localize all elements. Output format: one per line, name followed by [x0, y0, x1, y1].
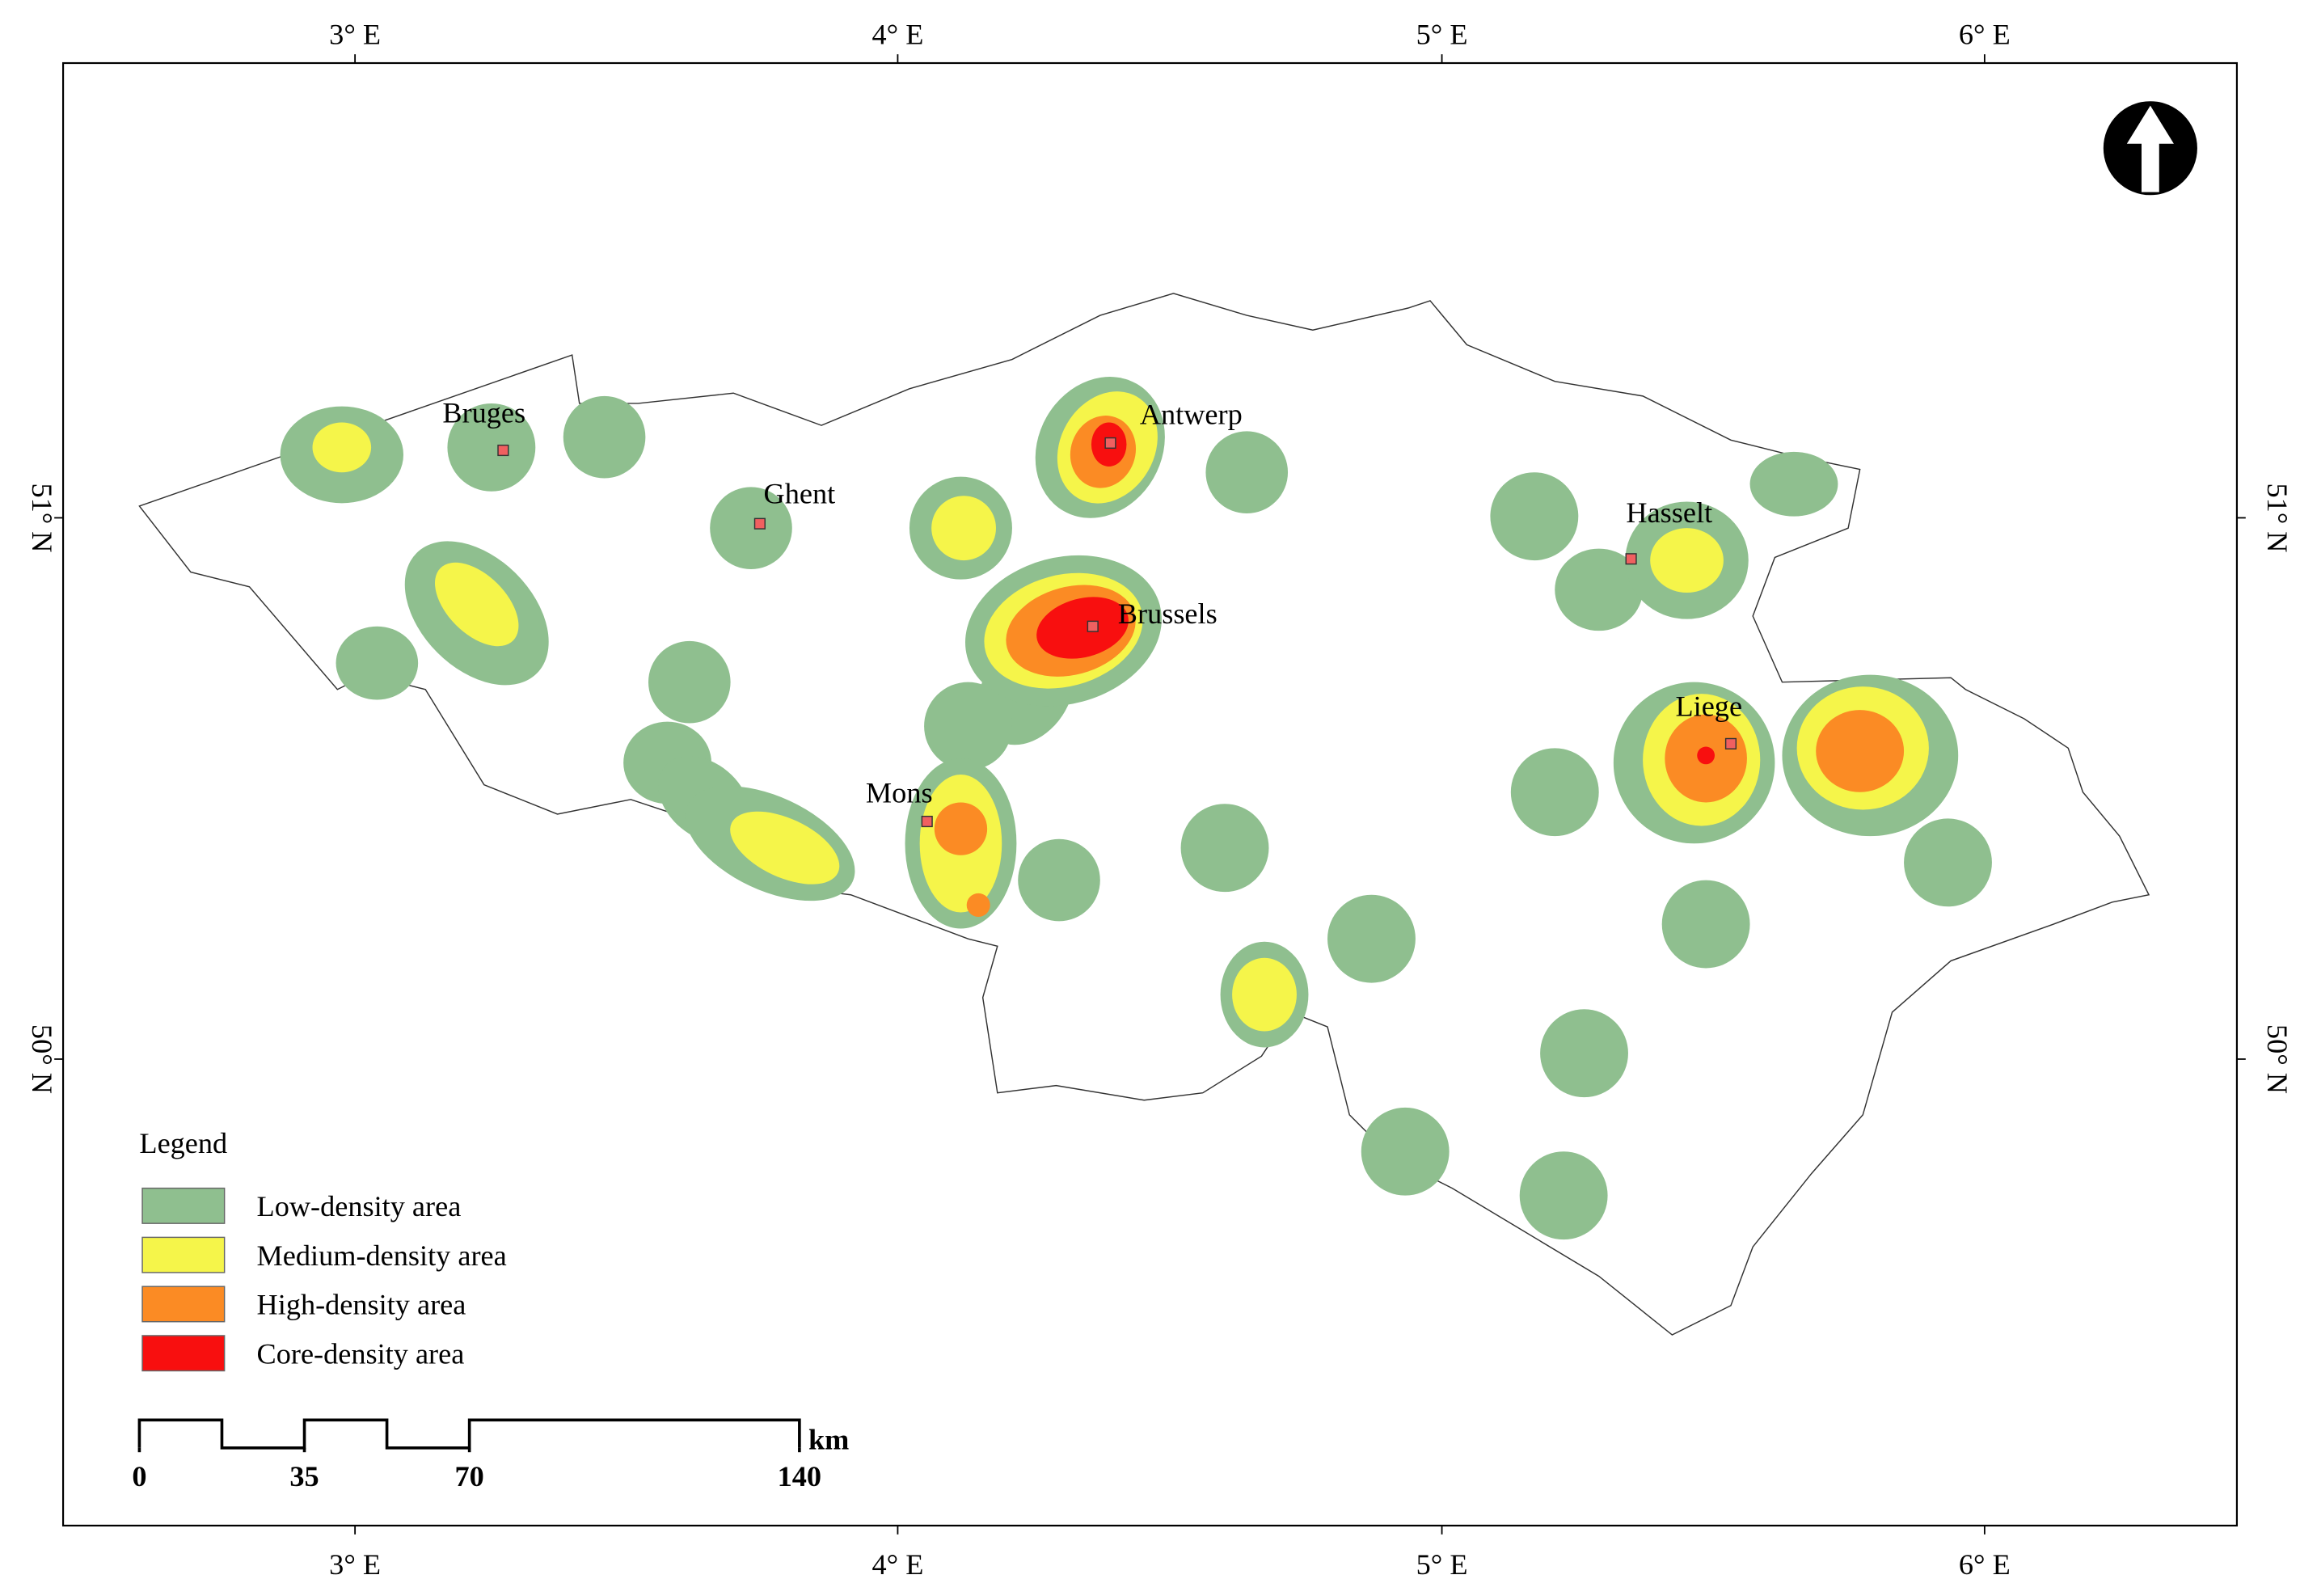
north-arrow-pointer	[2126, 105, 2174, 192]
density-zone	[1036, 597, 1129, 659]
density-zone	[710, 487, 792, 569]
city-label: Antwerp	[1140, 398, 1243, 430]
lon-label: 3° E	[329, 18, 381, 50]
lat-label: 51° N	[26, 483, 58, 552]
lat-label: 51° N	[2261, 483, 2294, 552]
density-zone	[1650, 528, 1724, 593]
density-zone	[931, 496, 996, 561]
lon-label: 6° E	[1959, 1548, 2011, 1581]
density-zone	[1816, 710, 1905, 792]
density-zones	[280, 377, 1992, 1240]
city-marker	[1104, 437, 1116, 450]
density-zone	[1180, 804, 1269, 893]
density-zone	[336, 626, 419, 700]
density-zone	[1749, 451, 1838, 517]
density-zone	[312, 422, 372, 473]
city-label: Brussels	[1118, 597, 1218, 630]
city-marker	[921, 815, 933, 828]
city-marker	[753, 517, 766, 530]
scale-bar-line	[137, 1418, 801, 1450]
city-marker	[1724, 737, 1737, 749]
legend-swatch	[141, 1187, 226, 1224]
scale-unit: km	[808, 1424, 849, 1456]
lat-label: 50° N	[2261, 1024, 2294, 1094]
lon-label: 6° E	[1959, 18, 2011, 50]
city-label: Bruges	[442, 397, 525, 429]
density-zone	[934, 802, 988, 855]
city-label: Hasselt	[1626, 496, 1712, 529]
lat-label: 50° N	[26, 1024, 58, 1094]
lon-label: 5° E	[1416, 18, 1468, 50]
density-zone	[1490, 472, 1579, 561]
legend-swatch	[141, 1286, 226, 1323]
scale-tick-label: 35	[289, 1460, 319, 1493]
density-zone	[1519, 1151, 1608, 1240]
legend: Low-density area Medium-density area High-…	[141, 1187, 507, 1372]
density-zone	[1697, 746, 1716, 765]
city-marker	[1087, 620, 1099, 632]
lon-label: 4° E	[872, 18, 924, 50]
density-zone	[1540, 1009, 1628, 1098]
density-zone	[966, 893, 990, 917]
city-marker	[1625, 553, 1637, 565]
density-zone	[924, 682, 1012, 771]
city-label: Mons	[866, 776, 933, 809]
density-zone	[1661, 880, 1750, 969]
scale-tick-label: 70	[455, 1460, 484, 1493]
density-zone	[648, 640, 731, 724]
density-zone	[1232, 957, 1297, 1032]
city-label: Liege	[1675, 690, 1742, 722]
density-zone	[1904, 818, 1992, 907]
density-zone	[1555, 548, 1644, 631]
map-frame	[61, 61, 2239, 1527]
legend-swatch	[141, 1236, 226, 1273]
legend-label: Low-density area	[257, 1190, 462, 1222]
density-zone	[1205, 431, 1289, 514]
density-zone	[447, 403, 536, 492]
scale-tick-label: 140	[778, 1460, 821, 1493]
cities: Bruges Ghent Antwerp Brussels Hasselt Mons Lie…	[442, 397, 1742, 828]
density-zone	[1327, 894, 1416, 983]
density-zone	[1510, 748, 1599, 837]
legend-label: Core-density area	[257, 1337, 465, 1370]
north-arrow	[2103, 101, 2197, 196]
density-zone	[1018, 838, 1100, 922]
density-zone	[563, 395, 646, 479]
density-zone	[730, 811, 840, 885]
graticule-labels: 3° E 3° E 4° E 4° E 5° E 5° E 6° E 6° E 51° N 51°…	[26, 18, 2294, 1580]
lon-label: 3° E	[329, 1548, 381, 1581]
lon-label: 5° E	[1416, 1548, 1468, 1581]
legend-title: Legend	[139, 1127, 227, 1159]
city-label: Ghent	[764, 477, 836, 509]
lon-label: 4° E	[872, 1548, 924, 1581]
city-marker	[497, 444, 509, 457]
legend-label: High-density area	[257, 1289, 466, 1321]
legend-swatch	[141, 1335, 226, 1372]
scale-bar: 0 35 70 140 km	[132, 1418, 849, 1493]
legend-label: Medium-density area	[257, 1239, 507, 1272]
density-zone	[1361, 1107, 1450, 1196]
density-zone	[435, 562, 519, 647]
scale-tick-label: 0	[132, 1460, 146, 1493]
